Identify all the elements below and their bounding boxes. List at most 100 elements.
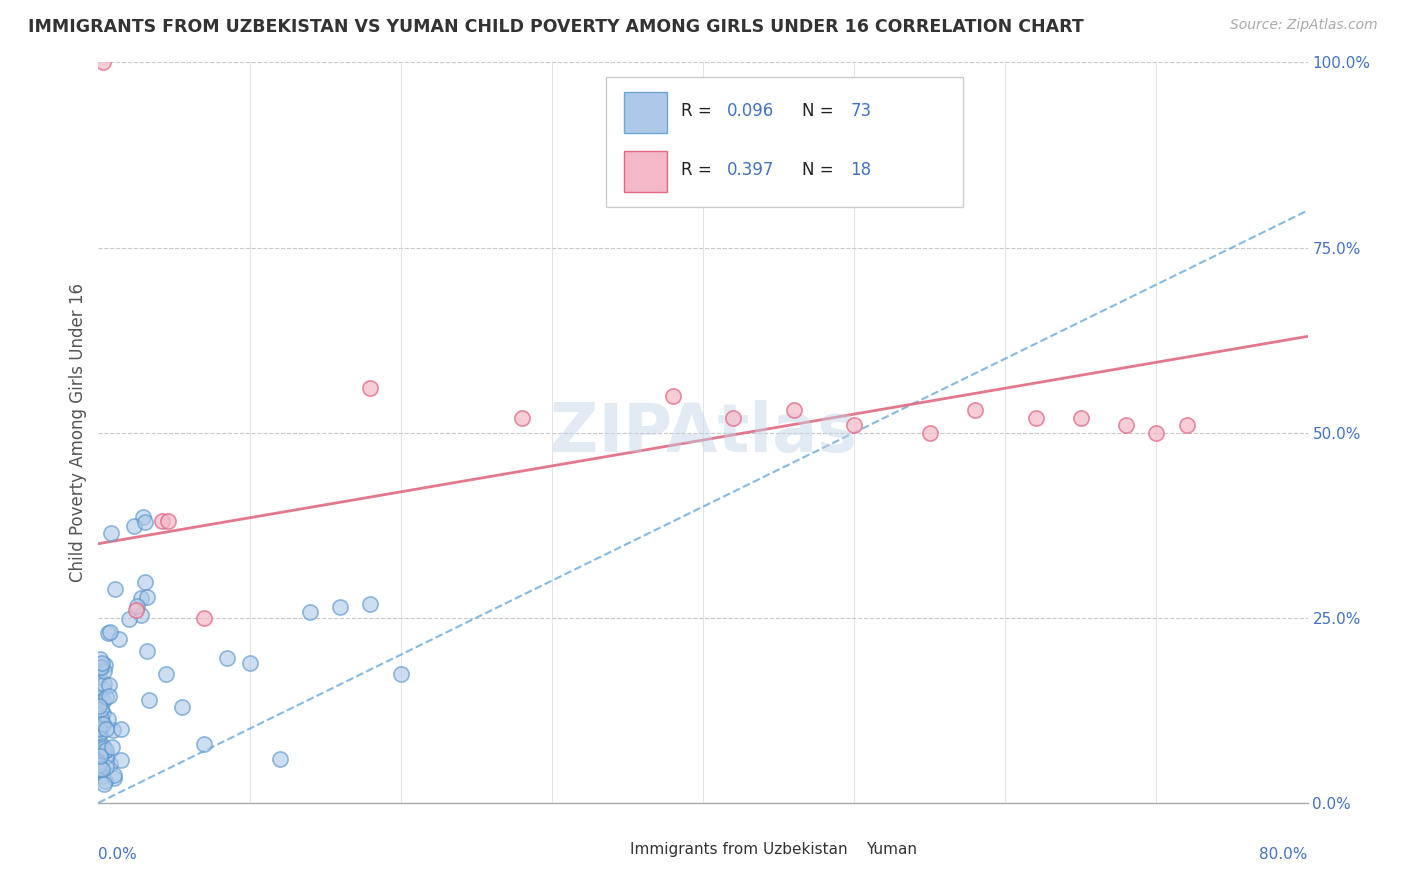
- Point: [93, 744, 115, 758]
- Text: 0.397: 0.397: [727, 161, 775, 178]
- Point: [118, 612, 141, 626]
- Point: [94, 743, 117, 757]
- Point: [87, 723, 110, 737]
- Text: 80.0%: 80.0%: [1260, 847, 1308, 863]
- FancyBboxPatch shape: [624, 92, 666, 133]
- Point: [93, 658, 115, 673]
- Text: N =: N =: [803, 102, 839, 120]
- Point: [90, 702, 112, 716]
- Point: [97, 689, 120, 703]
- Point: [91, 55, 114, 70]
- Point: [1024, 410, 1046, 425]
- Point: [389, 666, 412, 681]
- Point: [103, 768, 125, 782]
- Point: [101, 740, 124, 755]
- Point: [329, 599, 352, 614]
- Point: [360, 597, 382, 611]
- Point: [89, 721, 111, 735]
- FancyBboxPatch shape: [606, 78, 963, 207]
- Point: [135, 590, 157, 604]
- Point: [138, 693, 160, 707]
- Point: [91, 739, 114, 753]
- Point: [125, 603, 148, 617]
- Point: [93, 773, 115, 788]
- Point: [150, 515, 173, 529]
- Text: 0.0%: 0.0%: [98, 847, 138, 863]
- Point: [87, 699, 110, 714]
- Point: [98, 625, 121, 640]
- Point: [91, 716, 114, 731]
- Point: [90, 660, 112, 674]
- Point: [96, 722, 118, 736]
- Point: [134, 515, 156, 529]
- Point: [965, 403, 987, 417]
- Point: [89, 749, 111, 764]
- Point: [87, 763, 110, 777]
- Point: [91, 706, 114, 720]
- FancyBboxPatch shape: [818, 835, 856, 866]
- Point: [510, 410, 533, 425]
- Point: [101, 723, 124, 738]
- Point: [783, 403, 806, 417]
- Point: [134, 574, 156, 589]
- Point: [97, 712, 120, 726]
- Point: [1070, 410, 1092, 425]
- Point: [91, 694, 114, 708]
- Point: [661, 388, 683, 402]
- Point: [94, 759, 117, 773]
- FancyBboxPatch shape: [582, 835, 621, 866]
- Point: [170, 700, 193, 714]
- Point: [89, 651, 111, 665]
- Point: [93, 665, 115, 679]
- Point: [87, 670, 110, 684]
- Point: [723, 410, 745, 425]
- Text: Immigrants from Uzbekistan: Immigrants from Uzbekistan: [630, 842, 848, 857]
- Point: [918, 425, 941, 440]
- Point: [129, 591, 152, 605]
- Text: 0.096: 0.096: [727, 102, 775, 120]
- Text: IMMIGRANTS FROM UZBEKISTAN VS YUMAN CHILD POVERTY AMONG GIRLS UNDER 16 CORRELATI: IMMIGRANTS FROM UZBEKISTAN VS YUMAN CHIL…: [28, 18, 1084, 36]
- Text: R =: R =: [682, 102, 717, 120]
- Point: [108, 632, 131, 646]
- Text: 18: 18: [851, 161, 872, 178]
- Point: [100, 757, 122, 772]
- Point: [110, 723, 132, 737]
- Point: [1175, 418, 1198, 433]
- Point: [193, 737, 215, 751]
- Point: [90, 656, 112, 670]
- Point: [94, 690, 117, 704]
- Point: [124, 518, 146, 533]
- Point: [844, 418, 866, 433]
- Point: [299, 605, 322, 619]
- Point: [97, 625, 120, 640]
- Point: [90, 762, 112, 776]
- Text: 73: 73: [851, 102, 872, 120]
- Point: [239, 656, 262, 670]
- Point: [93, 777, 115, 791]
- Point: [87, 758, 110, 772]
- Point: [91, 681, 114, 696]
- Point: [91, 717, 114, 731]
- Point: [360, 381, 382, 395]
- Point: [131, 608, 153, 623]
- Point: [103, 771, 125, 785]
- Point: [89, 726, 111, 740]
- Point: [93, 677, 115, 691]
- Point: [89, 728, 111, 742]
- Point: [93, 741, 115, 756]
- Text: Yuman: Yuman: [866, 842, 917, 857]
- FancyBboxPatch shape: [624, 152, 666, 192]
- Point: [127, 599, 149, 614]
- Point: [100, 525, 122, 540]
- Point: [89, 661, 111, 675]
- Point: [269, 752, 291, 766]
- Point: [89, 690, 111, 705]
- Point: [104, 582, 127, 596]
- Point: [1146, 425, 1168, 440]
- Point: [1115, 418, 1137, 433]
- Point: [193, 610, 215, 624]
- Y-axis label: Child Poverty Among Girls Under 16: Child Poverty Among Girls Under 16: [69, 283, 87, 582]
- Point: [94, 749, 117, 764]
- Point: [87, 739, 110, 754]
- Point: [136, 644, 159, 658]
